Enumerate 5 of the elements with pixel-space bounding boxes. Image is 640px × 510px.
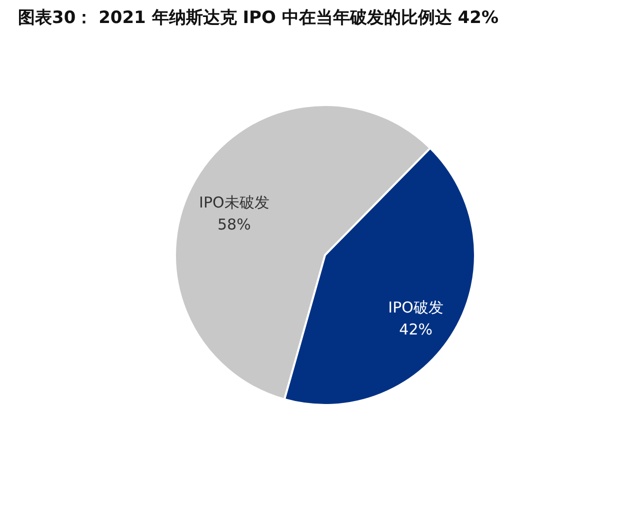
slice-label: IPO破发 (388, 298, 444, 317)
chart-title: 图表30： 2021 年纳斯达克 IPO 中在当年破发的比例达 42% (18, 8, 498, 28)
data-label: 58% (218, 215, 251, 234)
slice-label: IPO未破发 (199, 193, 270, 212)
data-label: 42% (399, 320, 432, 339)
